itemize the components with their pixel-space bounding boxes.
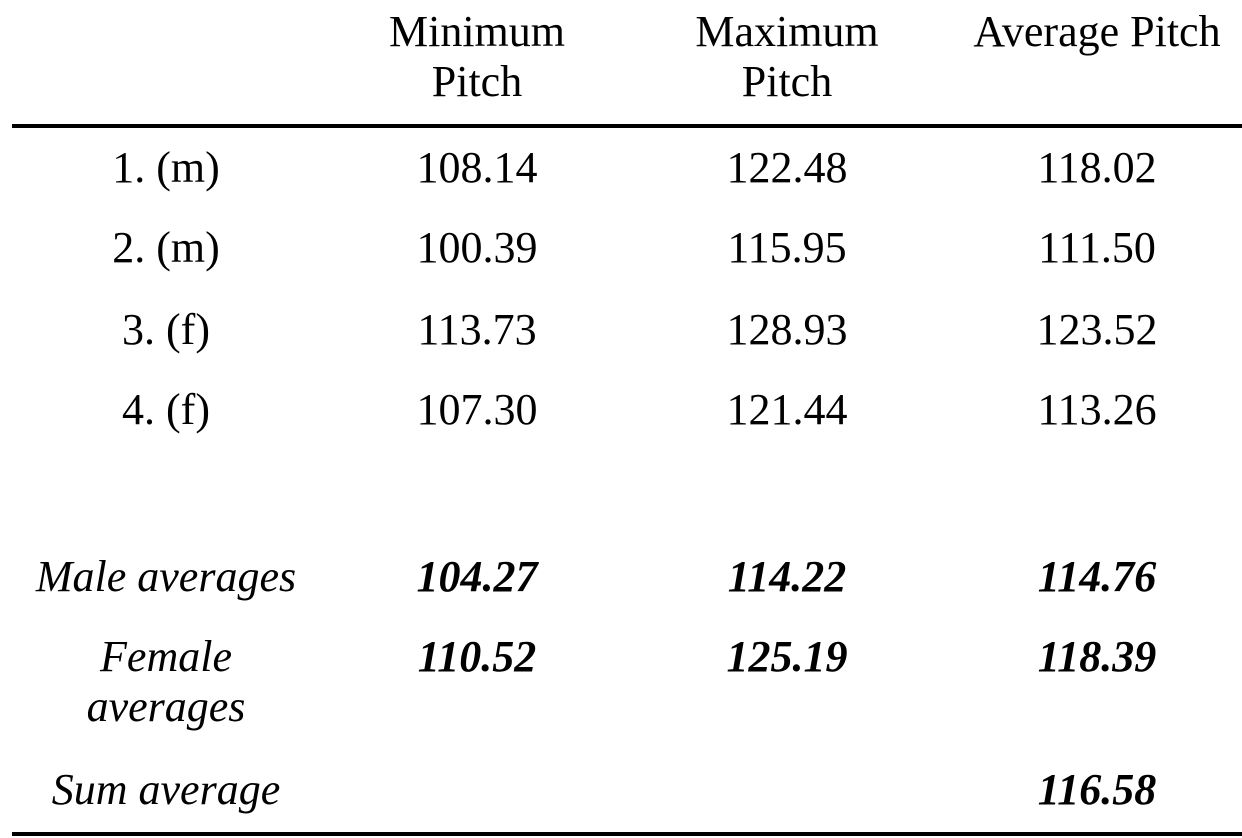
summary-label: Male averages <box>35 552 297 601</box>
cell-value: 128.93 <box>726 305 848 354</box>
column-header: Maximum Pitch <box>695 7 879 106</box>
cell-value: 122.48 <box>726 143 848 192</box>
row-label: 1. (m) <box>112 143 220 192</box>
summary-label: Female averages <box>86 632 246 731</box>
summary-value: 116.58 <box>1037 765 1157 814</box>
header-rule <box>12 124 1242 128</box>
column-header: Average Pitch <box>973 7 1221 56</box>
cell-value: 123.52 <box>1036 305 1158 354</box>
row-label: 3. (f) <box>122 305 210 354</box>
cell-value: 121.44 <box>726 385 848 434</box>
summary-value: 114.22 <box>727 552 847 601</box>
summary-value: 104.27 <box>416 552 538 601</box>
cell-value: 111.50 <box>1038 223 1156 272</box>
column-header: Minimum Pitch <box>388 7 566 106</box>
row-label: 2. (m) <box>112 223 220 272</box>
bottom-rule <box>12 832 1242 836</box>
cell-value: 118.02 <box>1037 143 1157 192</box>
summary-label: Sum average <box>51 765 281 814</box>
cell-value: 100.39 <box>416 223 538 272</box>
cell-value: 113.26 <box>1037 385 1157 434</box>
summary-value: 114.76 <box>1037 552 1157 601</box>
summary-value: 110.52 <box>417 632 537 681</box>
row-label: 4. (f) <box>122 385 210 434</box>
cell-value: 113.73 <box>417 305 537 354</box>
cell-value: 107.30 <box>416 385 538 434</box>
summary-value: 125.19 <box>726 632 848 681</box>
summary-value: 118.39 <box>1037 632 1157 681</box>
cell-value: 108.14 <box>416 143 538 192</box>
cell-value: 115.95 <box>727 223 847 272</box>
